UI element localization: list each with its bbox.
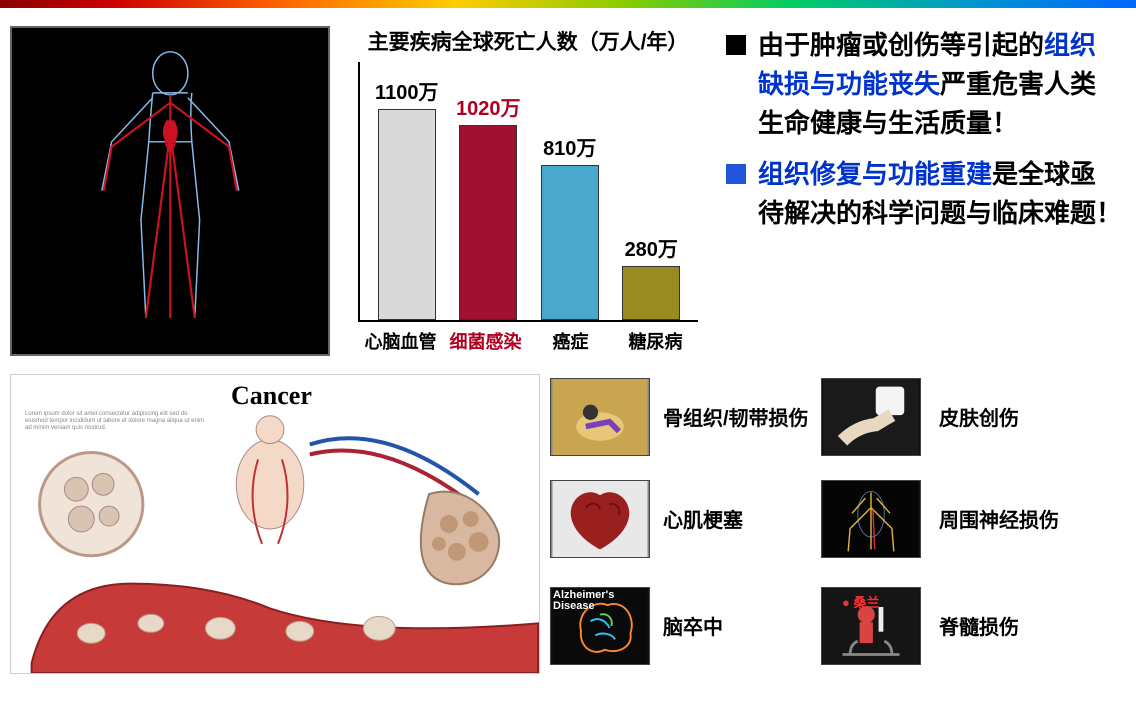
injury-label: 脊髓损伤: [939, 611, 1069, 640]
chart-xaxis: 心脑血管细菌感染癌症糖尿病: [358, 328, 698, 354]
bar: [378, 109, 436, 320]
bullet-marker-icon: [726, 164, 746, 184]
injury-label: 皮肤创伤: [939, 402, 1069, 431]
injury-thumb: [821, 480, 921, 558]
human-body-icon: [36, 44, 305, 337]
bullet-marker-icon: [726, 35, 746, 55]
injury-label: 周围神经损伤: [939, 504, 1069, 533]
thumb-overlay-text: Alzheimer's Disease: [553, 590, 613, 612]
bar-group: 810万: [534, 132, 606, 320]
bar: [459, 125, 517, 321]
injury-thumb: [821, 378, 921, 456]
injury-grid: 骨组织/韧带损伤 皮肤创伤心肌梗塞 周围神经损伤 Alzheimer's Diseas…: [550, 374, 1126, 674]
bar-category-label: 细菌感染: [448, 328, 523, 354]
chart-title: 主要疾病全球死亡人数（万人/年）: [348, 26, 708, 56]
cancer-panel: Cancer Lorem ipsum dolor sit amet consec…: [10, 374, 540, 674]
bar: [622, 266, 680, 320]
bullet-text: 由于肿瘤或创伤等引起的组织缺损与功能丧失严重危害人类生命健康与生活质量！: [758, 26, 1122, 143]
injury-thumb: [550, 480, 650, 558]
bar-category-label: 心脑血管: [363, 328, 438, 354]
top-row: 主要疾病全球死亡人数（万人/年） 1100万 1020万 810万 280万 心脑血管…: [0, 8, 1136, 366]
death-chart: 主要疾病全球死亡人数（万人/年） 1100万 1020万 810万 280万 心脑血管…: [348, 26, 708, 356]
injury-label: 脑卒中: [663, 611, 813, 640]
rainbow-header-bar: [0, 0, 1136, 8]
injury-label: 心肌梗塞: [663, 504, 813, 533]
bullet-text: 组织修复与功能重建是全球亟待解决的科学问题与临床难题！: [758, 155, 1122, 233]
bar-group: 1020万: [452, 92, 524, 321]
bar-value-label: 280万: [625, 233, 678, 262]
bullet-item: 组织修复与功能重建是全球亟待解决的科学问题与临床难题！: [726, 155, 1122, 233]
bar: [541, 165, 599, 320]
injury-thumb: ● 桑兰: [821, 587, 921, 665]
bar-category-label: 癌症: [533, 328, 608, 354]
thumb-badge: ● 桑兰: [842, 592, 879, 611]
bar-value-label: 1100万: [375, 76, 438, 105]
injury-thumb: [550, 378, 650, 456]
bar-value-label: 1020万: [456, 92, 521, 121]
cancer-illustration: [11, 375, 539, 673]
injury-label: 骨组织/韧带损伤: [663, 402, 813, 431]
bar-value-label: 810万: [543, 132, 596, 161]
bar-group: 1100万: [371, 76, 443, 320]
chart-plot: 1100万 1020万 810万 280万: [358, 62, 698, 322]
bullet-list: 由于肿瘤或创伤等引起的组织缺损与功能丧失严重危害人类生命健康与生活质量！ 组织修复…: [726, 26, 1126, 356]
bar-group: 280万: [615, 233, 687, 320]
bullet-item: 由于肿瘤或创伤等引起的组织缺损与功能丧失严重危害人类生命健康与生活质量！: [726, 26, 1122, 143]
bottom-row: Cancer Lorem ipsum dolor sit amet consec…: [0, 366, 1136, 674]
injury-thumb: Alzheimer's Disease: [550, 587, 650, 665]
bar-category-label: 糖尿病: [618, 328, 693, 354]
anatomy-figure: [10, 26, 330, 356]
